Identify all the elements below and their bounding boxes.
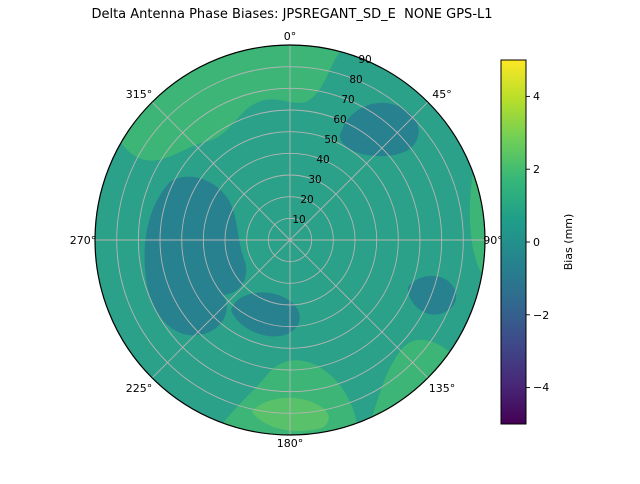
radial-tick-labels: 10 20 30 40 50 60 70 80 90 xyxy=(292,54,371,226)
radial-tick-label-70: 70 xyxy=(341,94,354,106)
angular-tick-label-45: 45° xyxy=(432,88,452,101)
contour-band-1-2-lower-right xyxy=(372,339,450,417)
colorbar-tick-labels: 4 2 0 −2 −4 xyxy=(533,90,549,394)
grid-spoke-225 xyxy=(151,239,291,379)
contour-band-neg1-0-upper-right xyxy=(340,102,419,157)
angular-tick-label-270: 270° xyxy=(70,234,97,247)
colorbar-axis-label: Bias (mm) xyxy=(562,214,575,271)
angular-tick-label-180: 180° xyxy=(277,437,304,450)
colorbar-tick-label-2: 2 xyxy=(533,163,540,176)
angular-tick-label-315: 315° xyxy=(126,88,153,101)
radial-tick-label-90: 90 xyxy=(358,54,371,66)
angular-tick-label-0: 0° xyxy=(284,30,297,43)
contour-band-neg1-0-below-center xyxy=(231,292,300,337)
colorbar-tick-marks xyxy=(526,95,530,389)
grid-spoke-315 xyxy=(151,101,291,241)
radial-tick-label-80: 80 xyxy=(349,74,362,86)
contour-band-neg1-0-right-mid xyxy=(407,275,457,315)
grid-spoke-135 xyxy=(289,239,429,379)
colorbar: 4 2 0 −2 −4 Bias (mm) xyxy=(500,59,575,425)
angular-tick-labels: 0° 45° 90° 135° 180° 225° 270° 315° xyxy=(70,30,503,450)
polar-grid xyxy=(95,45,485,435)
colorbar-tick-label-0: 0 xyxy=(533,236,540,249)
radial-tick-label-60: 60 xyxy=(333,114,346,126)
contour-band-1-2-top-left-rim xyxy=(121,45,340,161)
colorbar-tick-label-neg2: −2 xyxy=(533,309,549,322)
angular-tick-label-90: 90° xyxy=(483,234,503,247)
colorbar-gradient xyxy=(500,59,527,425)
radial-tick-label-40: 40 xyxy=(316,154,329,166)
contour-band-neg1-0-left-crescent xyxy=(144,176,247,336)
radial-tick-label-20: 20 xyxy=(300,194,313,206)
colorbar-tick-label-4: 4 xyxy=(533,90,540,103)
angular-tick-label-225: 225° xyxy=(126,382,153,395)
radial-tick-label-30: 30 xyxy=(308,174,321,186)
contour-band-1-2-right-sliver xyxy=(469,173,485,274)
angular-tick-label-135: 135° xyxy=(429,382,456,395)
radial-tick-label-50: 50 xyxy=(324,134,337,146)
radial-tick-label-10: 10 xyxy=(292,214,305,226)
colorbar-tick-label-neg4: −4 xyxy=(533,381,549,394)
polar-outline xyxy=(94,44,486,436)
grid-spoke-45 xyxy=(289,101,429,241)
chart-title: Delta Antenna Phase Biases: JPSREGANT_SD… xyxy=(91,7,493,22)
